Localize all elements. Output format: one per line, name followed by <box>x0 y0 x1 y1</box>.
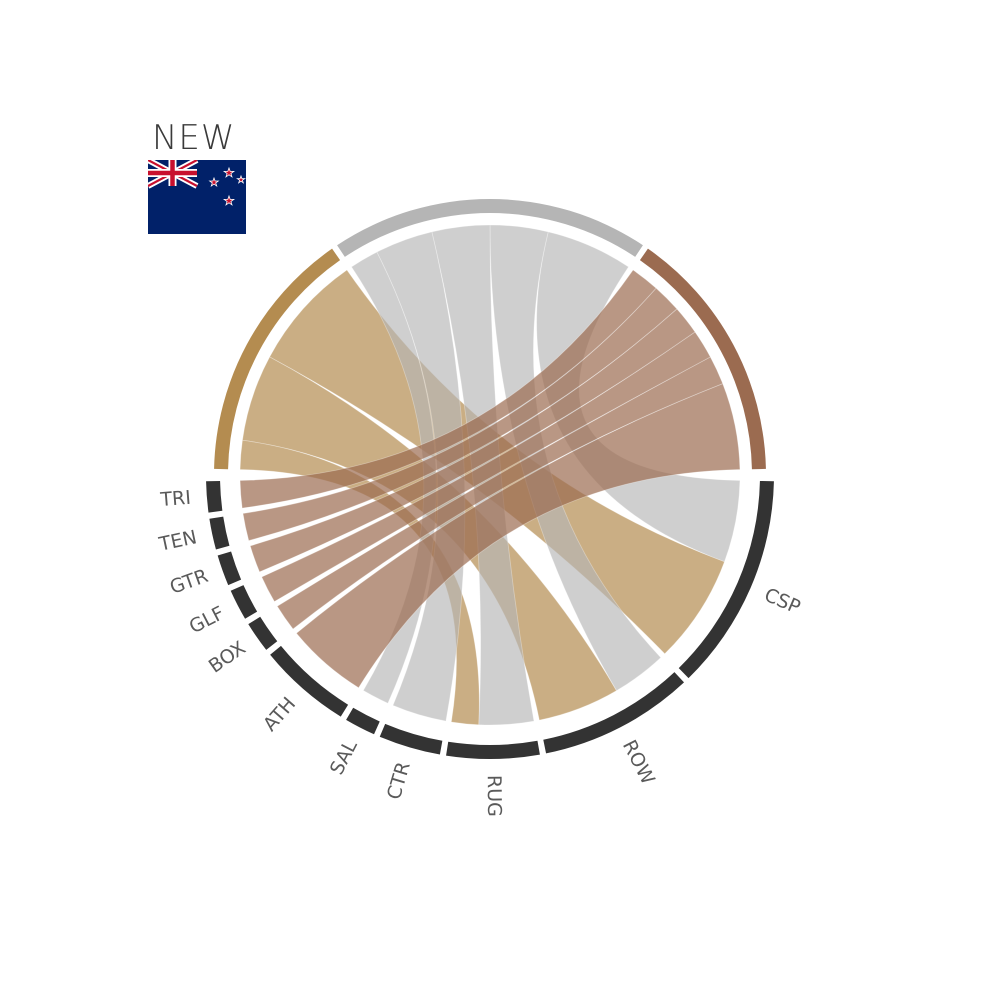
group-arcs <box>206 198 774 759</box>
sport-label-csp: CSP <box>761 584 804 619</box>
new-zealand-flag-icon <box>148 160 246 234</box>
sport-label-ath: ATH <box>259 693 300 736</box>
chord-bronze-glf <box>261 331 711 603</box>
sport-arc-tri <box>206 480 223 513</box>
chord-bronze-ath <box>295 383 741 689</box>
sport-arc-ctr <box>379 723 443 755</box>
sport-arc-sal <box>346 707 380 735</box>
sport-arc-gtr <box>217 551 242 586</box>
sport-arc-box <box>248 616 278 650</box>
chord-bronze-tri <box>239 269 657 509</box>
medal-arc-silver <box>337 198 643 257</box>
medal-arc-bronze <box>639 248 766 470</box>
sport-label-row: ROW <box>618 736 659 788</box>
chord-bronze-gtr <box>249 308 696 573</box>
sport-label-ten: TEN <box>156 526 199 556</box>
chord-bronze-ten <box>242 287 678 542</box>
sport-label-glf: GLF <box>186 602 228 638</box>
sport-arc-csp <box>678 480 774 679</box>
sport-label-box: BOX <box>205 637 250 678</box>
sport-label-tri: TRI <box>159 487 192 511</box>
country-code: NEW <box>152 118 236 158</box>
sport-arc-glf <box>230 585 258 619</box>
sport-arc-ten <box>209 516 230 550</box>
sport-arc-rug <box>446 740 540 759</box>
sport-label-sal: SAL <box>326 736 362 778</box>
sport-label-gtr: GTR <box>167 565 211 599</box>
chord-ribbons <box>239 224 741 726</box>
sport-arc-row <box>543 672 685 754</box>
chord-bronze-box <box>276 356 724 630</box>
sport-arc-ath <box>270 645 349 717</box>
medal-arc-gold <box>214 248 341 470</box>
sport-label-rug: RUG <box>483 775 505 817</box>
sport-label-ctr: CTR <box>383 759 415 802</box>
